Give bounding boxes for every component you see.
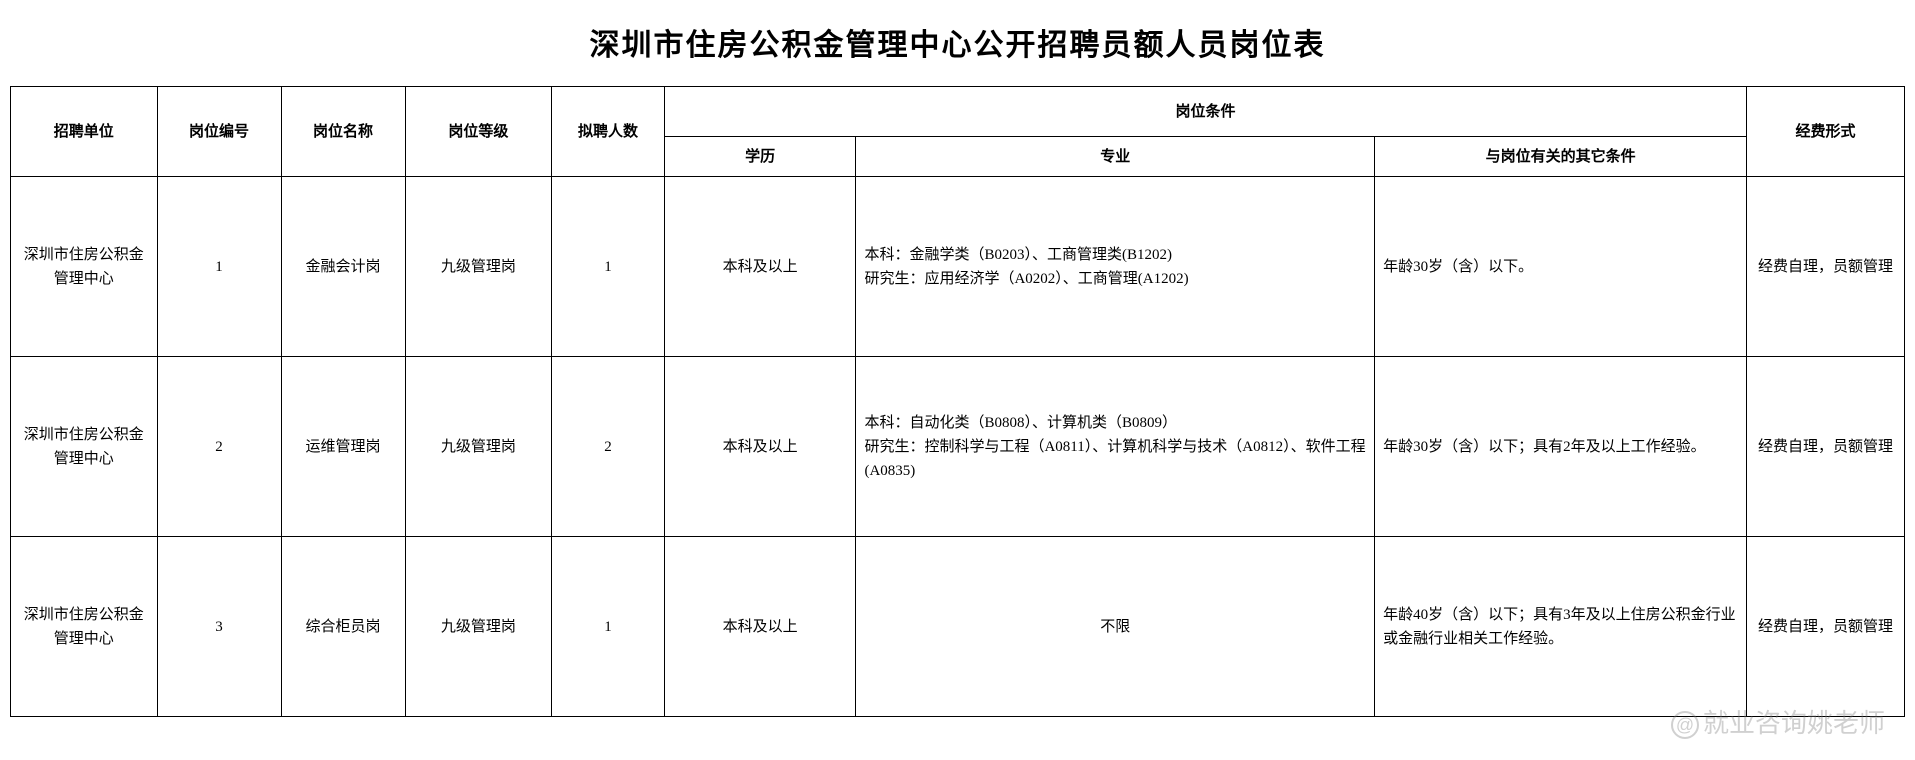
th-fund: 经费形式 bbox=[1747, 87, 1905, 177]
cell-major: 本科：自动化类（B0808）、计算机类（B0809） 研究生：控制科学与工程（A… bbox=[856, 357, 1375, 537]
cell-other: 年龄30岁（含）以下。 bbox=[1375, 177, 1747, 357]
cell-unit: 深圳市住房公积金管理中心 bbox=[11, 357, 158, 537]
table-row: 深圳市住房公积金管理中心3综合柜员岗九级管理岗1本科及以上不限年龄40岁（含）以… bbox=[11, 537, 1905, 717]
cell-count: 1 bbox=[552, 537, 665, 717]
table-row: 深圳市住房公积金管理中心2运维管理岗九级管理岗2本科及以上本科：自动化类（B08… bbox=[11, 357, 1905, 537]
cell-fund: 经费自理，员额管理 bbox=[1747, 177, 1905, 357]
cell-code: 2 bbox=[157, 357, 281, 537]
cell-fund: 经费自理，员额管理 bbox=[1747, 357, 1905, 537]
th-name: 岗位名称 bbox=[281, 87, 405, 177]
th-unit: 招聘单位 bbox=[11, 87, 158, 177]
cell-edu: 本科及以上 bbox=[664, 537, 856, 717]
cell-major: 本科：金融学类（B0203）、工商管理类(B1202) 研究生：应用经济学（A0… bbox=[856, 177, 1375, 357]
cell-edu: 本科及以上 bbox=[664, 177, 856, 357]
cell-level: 九级管理岗 bbox=[405, 177, 552, 357]
th-edu: 学历 bbox=[664, 137, 856, 177]
th-major: 专业 bbox=[856, 137, 1375, 177]
cell-edu: 本科及以上 bbox=[664, 357, 856, 537]
th-code: 岗位编号 bbox=[157, 87, 281, 177]
cell-code: 1 bbox=[157, 177, 281, 357]
page-title: 深圳市住房公积金管理中心公开招聘员额人员岗位表 bbox=[10, 20, 1905, 64]
th-level: 岗位等级 bbox=[405, 87, 552, 177]
th-count: 拟聘人数 bbox=[552, 87, 665, 177]
cell-code: 3 bbox=[157, 537, 281, 717]
cell-level: 九级管理岗 bbox=[405, 357, 552, 537]
cell-name: 金融会计岗 bbox=[281, 177, 405, 357]
cell-fund: 经费自理，员额管理 bbox=[1747, 537, 1905, 717]
cell-count: 1 bbox=[552, 177, 665, 357]
table-row: 深圳市住房公积金管理中心1金融会计岗九级管理岗1本科及以上本科：金融学类（B02… bbox=[11, 177, 1905, 357]
cell-level: 九级管理岗 bbox=[405, 537, 552, 717]
cell-count: 2 bbox=[552, 357, 665, 537]
cell-major: 不限 bbox=[856, 537, 1375, 717]
th-other: 与岗位有关的其它条件 bbox=[1375, 137, 1747, 177]
cell-unit: 深圳市住房公积金管理中心 bbox=[11, 177, 158, 357]
job-table: 招聘单位 岗位编号 岗位名称 岗位等级 拟聘人数 岗位条件 经费形式 学历 专业… bbox=[10, 86, 1905, 717]
cell-other: 年龄30岁（含）以下；具有2年及以上工作经验。 bbox=[1375, 357, 1747, 537]
cell-unit: 深圳市住房公积金管理中心 bbox=[11, 537, 158, 717]
th-cond: 岗位条件 bbox=[664, 87, 1746, 137]
cell-name: 运维管理岗 bbox=[281, 357, 405, 537]
cell-other: 年龄40岁（含）以下；具有3年及以上住房公积金行业或金融行业相关工作经验。 bbox=[1375, 537, 1747, 717]
cell-name: 综合柜员岗 bbox=[281, 537, 405, 717]
